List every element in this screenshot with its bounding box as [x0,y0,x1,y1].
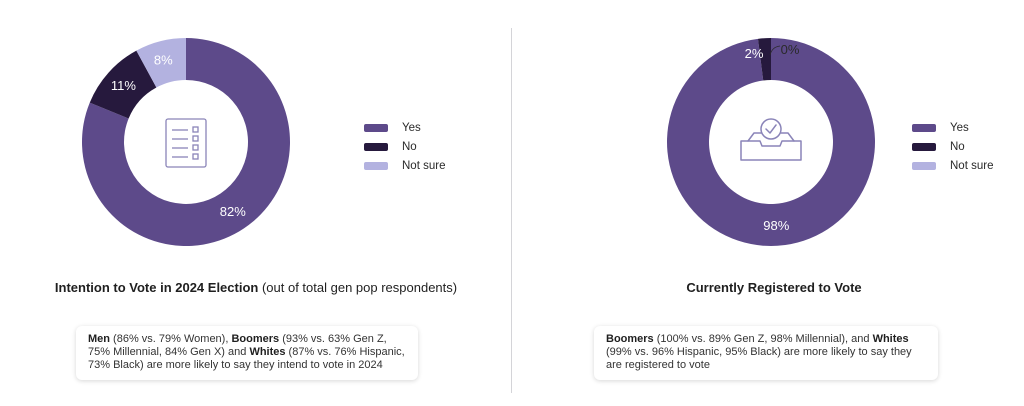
label-yes: 98% [763,218,789,233]
slice-yes [81,38,290,247]
legend-label-not-sure: Not sure [950,159,994,172]
legend-item-yes: Yes [364,118,445,137]
slice-no [757,38,771,81]
slice-not-sure [136,38,186,88]
legend-swatch-no [364,142,388,151]
checklist-icon [165,118,207,168]
chart-title-registered: Currently Registered to Vote [518,280,1024,295]
label-not-sure: 0% [781,42,800,57]
donut-chart-intention: 82% 11% 8% [81,38,290,247]
legend-swatch-not-sure [912,161,936,170]
insight-note-intention: Men (86% vs. 79% Women), Boomers (93% vs… [76,326,418,380]
legend-label-yes: Yes [950,121,969,134]
legend-swatch-no [912,142,936,151]
insight-note-registered: Boomers (100% vs. 89% Gen Z, 98% Millenn… [594,326,938,380]
panel-divider [511,28,512,393]
label-not-sure: 8% [154,53,173,68]
chart-title-rest: (out of total gen pop respondents) [258,280,458,295]
legend-swatch-yes [364,123,388,132]
note-text: (86% vs. 79% Women), [110,333,232,345]
chart-title-bold: Currently Registered to Vote [686,280,862,295]
donut-chart-registered: 98% 2% 0% [667,38,875,246]
legend-label-no: No [402,140,417,153]
legend-label-yes: Yes [402,121,421,134]
slice-no [89,50,157,119]
legend-item-not-sure: Not sure [912,156,993,175]
note-emphasis: Whites [249,346,286,358]
legend-label-no: No [950,140,965,153]
chart-panel-intention: 82% 11% 8% Yes No Not sure Intention to Vo… [0,38,512,380]
note-text: (87% vs. 76% Hispanic, 73% Black) are mo… [88,346,405,371]
note-emphasis: Men [88,333,110,345]
note-text: (99% vs. 96% Hispanic, 95% Black) are mo… [606,346,912,371]
slice-yes [667,38,875,246]
note-emphasis: Whites [872,333,909,345]
legend-item-no: No [912,137,993,156]
note-emphasis: Boomers [606,333,654,345]
label-no: 2% [745,46,764,61]
chart-title-intention: Intention to Vote in 2024 Election (out … [0,280,512,295]
inbox-check-icon [740,118,802,161]
legend-item-yes: Yes [912,118,993,137]
legend-item-no: No [364,137,445,156]
chart-panel-registered: 98% 2% 0% Yes No Not sure Currently Regist… [512,0,1024,406]
legend-intention: Yes No Not sure [364,118,445,175]
chart-title-bold: Intention to Vote in 2024 Election [54,280,259,295]
label-yes: 82% [220,204,246,219]
legend-label-not-sure: Not sure [402,159,446,172]
note-text: (100% vs. 89% Gen Z, 98% Millennial), an… [653,333,873,345]
note-text: (93% vs. 63% Gen Z, 75% Millennial, 84% … [88,333,387,358]
legend-swatch-yes [912,123,936,132]
legend-registered: Yes No Not sure [912,118,993,175]
legend-swatch-not-sure [364,161,388,170]
legend-item-not-sure: Not sure [364,156,445,175]
note-emphasis: Boomers [231,333,280,345]
label-no: 11% [111,78,136,93]
label-leader-line [769,45,781,56]
